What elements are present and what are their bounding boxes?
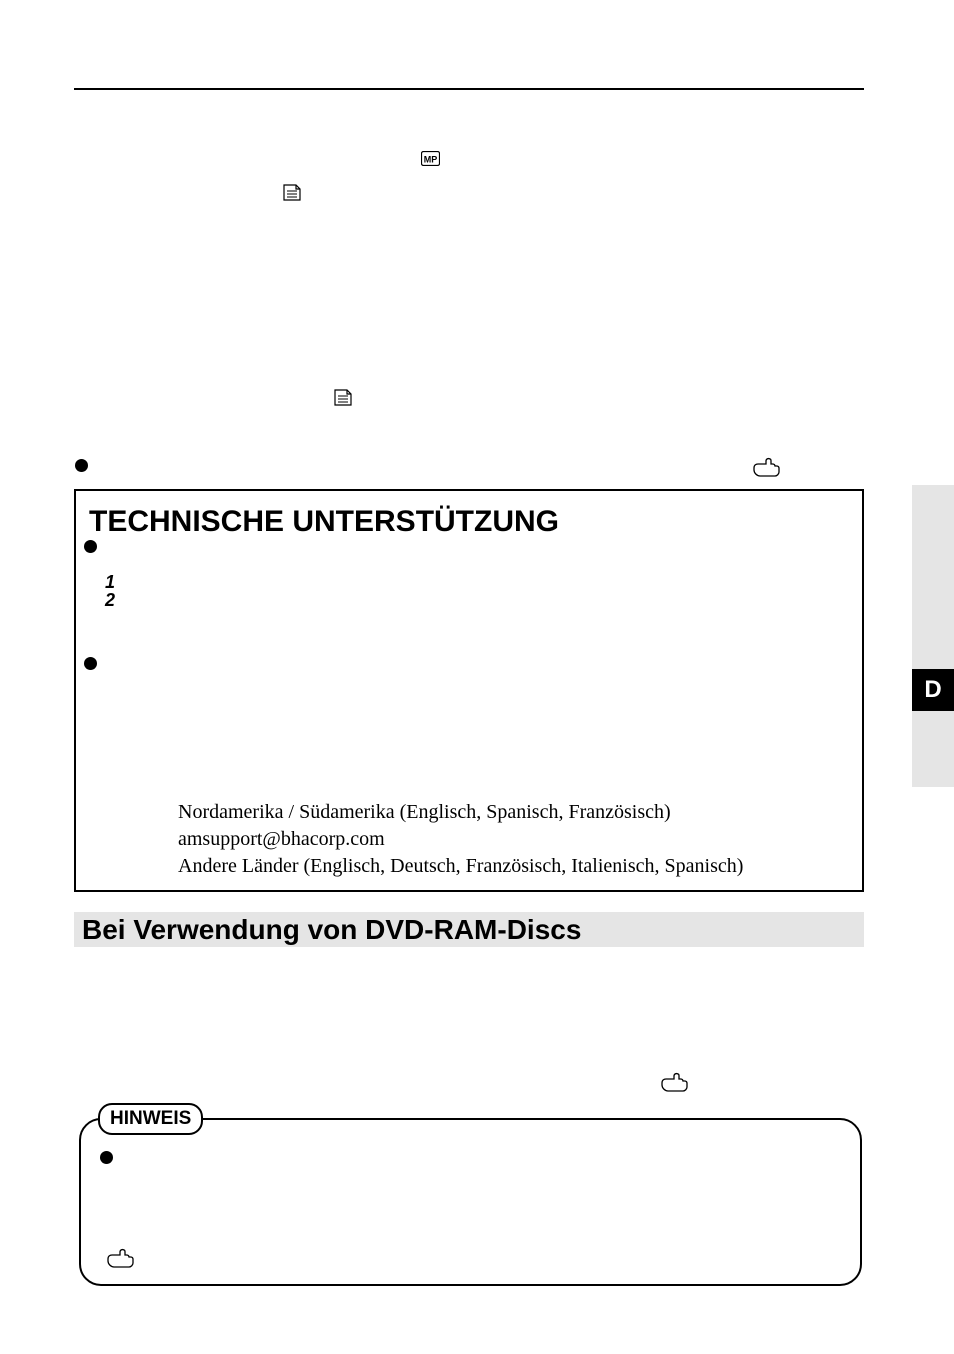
support-line-2: Andere Länder (Englisch, Deutsch, Franzö… bbox=[178, 855, 743, 877]
hinweis-label: HINWEIS bbox=[98, 1103, 203, 1135]
page-lines-icon bbox=[283, 183, 302, 201]
bullet-icon bbox=[100, 1151, 113, 1164]
pointing-hand-icon bbox=[752, 456, 782, 478]
side-tab bbox=[912, 485, 954, 787]
step-number-2: 2 bbox=[105, 590, 115, 611]
support-line-1: Nordamerika / Südamerika (Englisch, Span… bbox=[178, 801, 671, 850]
pointing-hand-icon bbox=[660, 1071, 690, 1093]
bullet-icon bbox=[84, 657, 97, 670]
hinweis-box bbox=[79, 1118, 862, 1286]
tech-support-title: TECHNISCHE UNTERSTÜTZUNG bbox=[89, 505, 559, 539]
svg-text:MP: MP bbox=[424, 155, 438, 165]
support-contact-text: Nordamerika / Südamerika (Englisch, Span… bbox=[178, 799, 858, 880]
bullet-icon bbox=[75, 459, 88, 472]
page-lines-icon bbox=[334, 388, 353, 406]
pointing-hand-icon bbox=[106, 1247, 136, 1269]
horizontal-rule bbox=[74, 88, 864, 90]
bullet-icon bbox=[84, 540, 97, 553]
section-header-bar: Bei Verwendung von DVD-RAM-Discs bbox=[74, 912, 864, 947]
section-title: Bei Verwendung von DVD-RAM-Discs bbox=[82, 914, 581, 946]
side-tab-letter: D bbox=[924, 676, 941, 704]
mp-icon: MP bbox=[421, 151, 440, 166]
side-tab-indicator: D bbox=[912, 669, 954, 711]
